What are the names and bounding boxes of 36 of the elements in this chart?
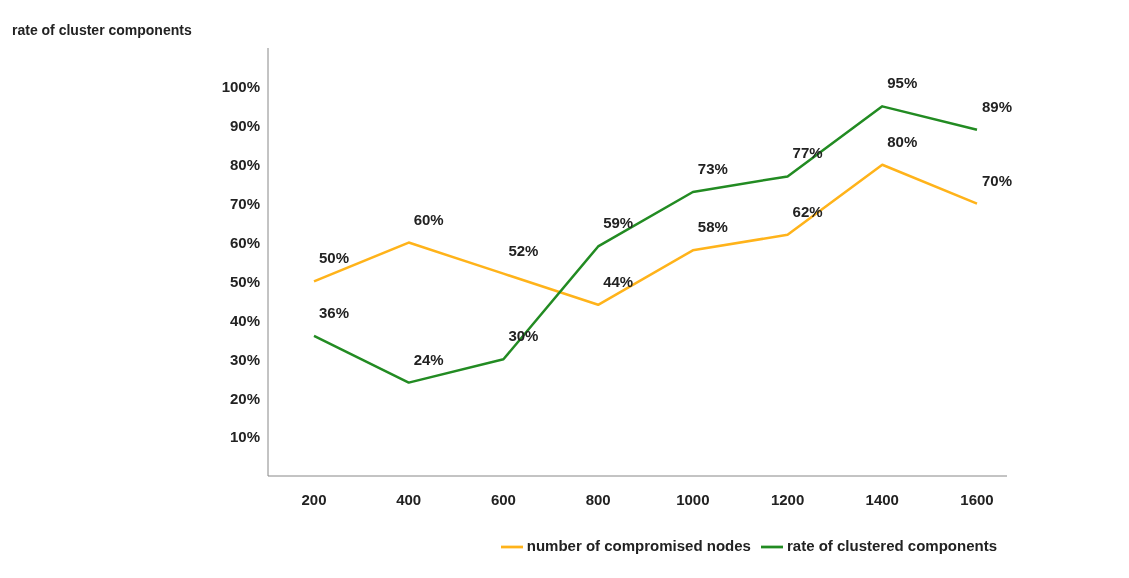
x-tick-label: 1200 bbox=[770, 490, 805, 508]
x-tick-label: 1600 bbox=[960, 490, 994, 508]
data-label: 36% bbox=[318, 303, 350, 321]
y-tick-label: 50% bbox=[229, 272, 260, 290]
x-tick-label: 1400 bbox=[865, 490, 899, 508]
x-tick-label: 1000 bbox=[676, 490, 710, 508]
x-tick-label: 200 bbox=[301, 490, 327, 508]
line-series bbox=[312, 105, 979, 384]
y-axis-title: rate of cluster components bbox=[12, 22, 192, 38]
data-label: 95% bbox=[887, 74, 918, 92]
data-label: 89% bbox=[981, 97, 1013, 115]
data-label: 52% bbox=[508, 241, 539, 259]
data-label: 59% bbox=[603, 214, 634, 232]
data-label: 58% bbox=[697, 218, 728, 236]
data-label: 24% bbox=[413, 350, 444, 368]
x-tick-label: 800 bbox=[585, 490, 611, 508]
data-label: 50% bbox=[318, 249, 350, 267]
data-label: 80% bbox=[887, 132, 918, 150]
y-tick-label: 90% bbox=[229, 117, 260, 135]
data-label: 60% bbox=[413, 210, 444, 228]
y-tick-label: 80% bbox=[229, 156, 260, 174]
x-tick-label: 400 bbox=[396, 490, 422, 508]
y-tick-label: 70% bbox=[229, 194, 260, 212]
legend-label: rate of clustered components bbox=[786, 536, 997, 554]
y-tick-label: 20% bbox=[229, 389, 260, 407]
y-tick-label: 40% bbox=[229, 311, 260, 329]
y-tick-label: 100% bbox=[221, 78, 260, 96]
x-tick-label: 600 bbox=[490, 490, 516, 508]
data-label: 44% bbox=[603, 272, 634, 290]
data-label: 73% bbox=[697, 159, 728, 177]
data-label: 70% bbox=[981, 171, 1013, 189]
y-tick-label: 30% bbox=[229, 350, 260, 368]
legend-label: number of compromised nodes bbox=[526, 536, 751, 554]
line-series bbox=[312, 163, 979, 307]
y-tick-label: 10% bbox=[229, 428, 260, 446]
y-tick-label: 60% bbox=[229, 233, 260, 251]
